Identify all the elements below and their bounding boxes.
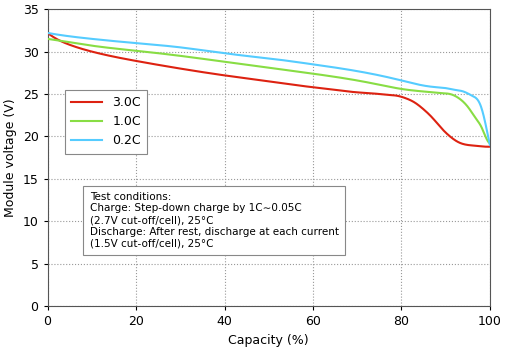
3.0C xyxy=(89,50,95,54)
3.0C xyxy=(484,145,490,149)
1.0C xyxy=(223,60,229,64)
X-axis label: Capacity (%): Capacity (%) xyxy=(228,334,309,347)
0.2C xyxy=(44,31,50,35)
Text: Test conditions:
Charge: Step-down charge by 1C∼0.05C
(2.7V cut-off/cell), 25°C
: Test conditions: Charge: Step-down charg… xyxy=(89,192,338,248)
1.0C xyxy=(44,37,50,41)
Line: 0.2C: 0.2C xyxy=(47,33,489,145)
3.0C xyxy=(347,90,354,94)
0.2C xyxy=(89,37,95,41)
1.0C xyxy=(347,77,354,81)
3.0C xyxy=(396,94,402,99)
Line: 3.0C: 3.0C xyxy=(47,33,489,147)
0.2C xyxy=(389,76,395,80)
1.0C xyxy=(239,62,245,66)
0.2C xyxy=(396,78,402,82)
1.0C xyxy=(486,141,492,145)
Line: 1.0C: 1.0C xyxy=(47,39,489,143)
0.2C xyxy=(239,53,245,58)
0.2C xyxy=(347,68,354,72)
1.0C xyxy=(89,44,95,48)
3.0C xyxy=(223,74,229,78)
1.0C xyxy=(389,85,395,90)
3.0C xyxy=(389,93,395,97)
3.0C xyxy=(44,31,50,35)
0.2C xyxy=(486,143,492,147)
3.0C xyxy=(486,145,492,149)
3.0C xyxy=(239,76,245,80)
Y-axis label: Module voltage (V): Module voltage (V) xyxy=(4,98,17,217)
1.0C xyxy=(396,87,402,91)
0.2C xyxy=(223,52,229,56)
Legend: 3.0C, 1.0C, 0.2C: 3.0C, 1.0C, 0.2C xyxy=(65,90,147,154)
